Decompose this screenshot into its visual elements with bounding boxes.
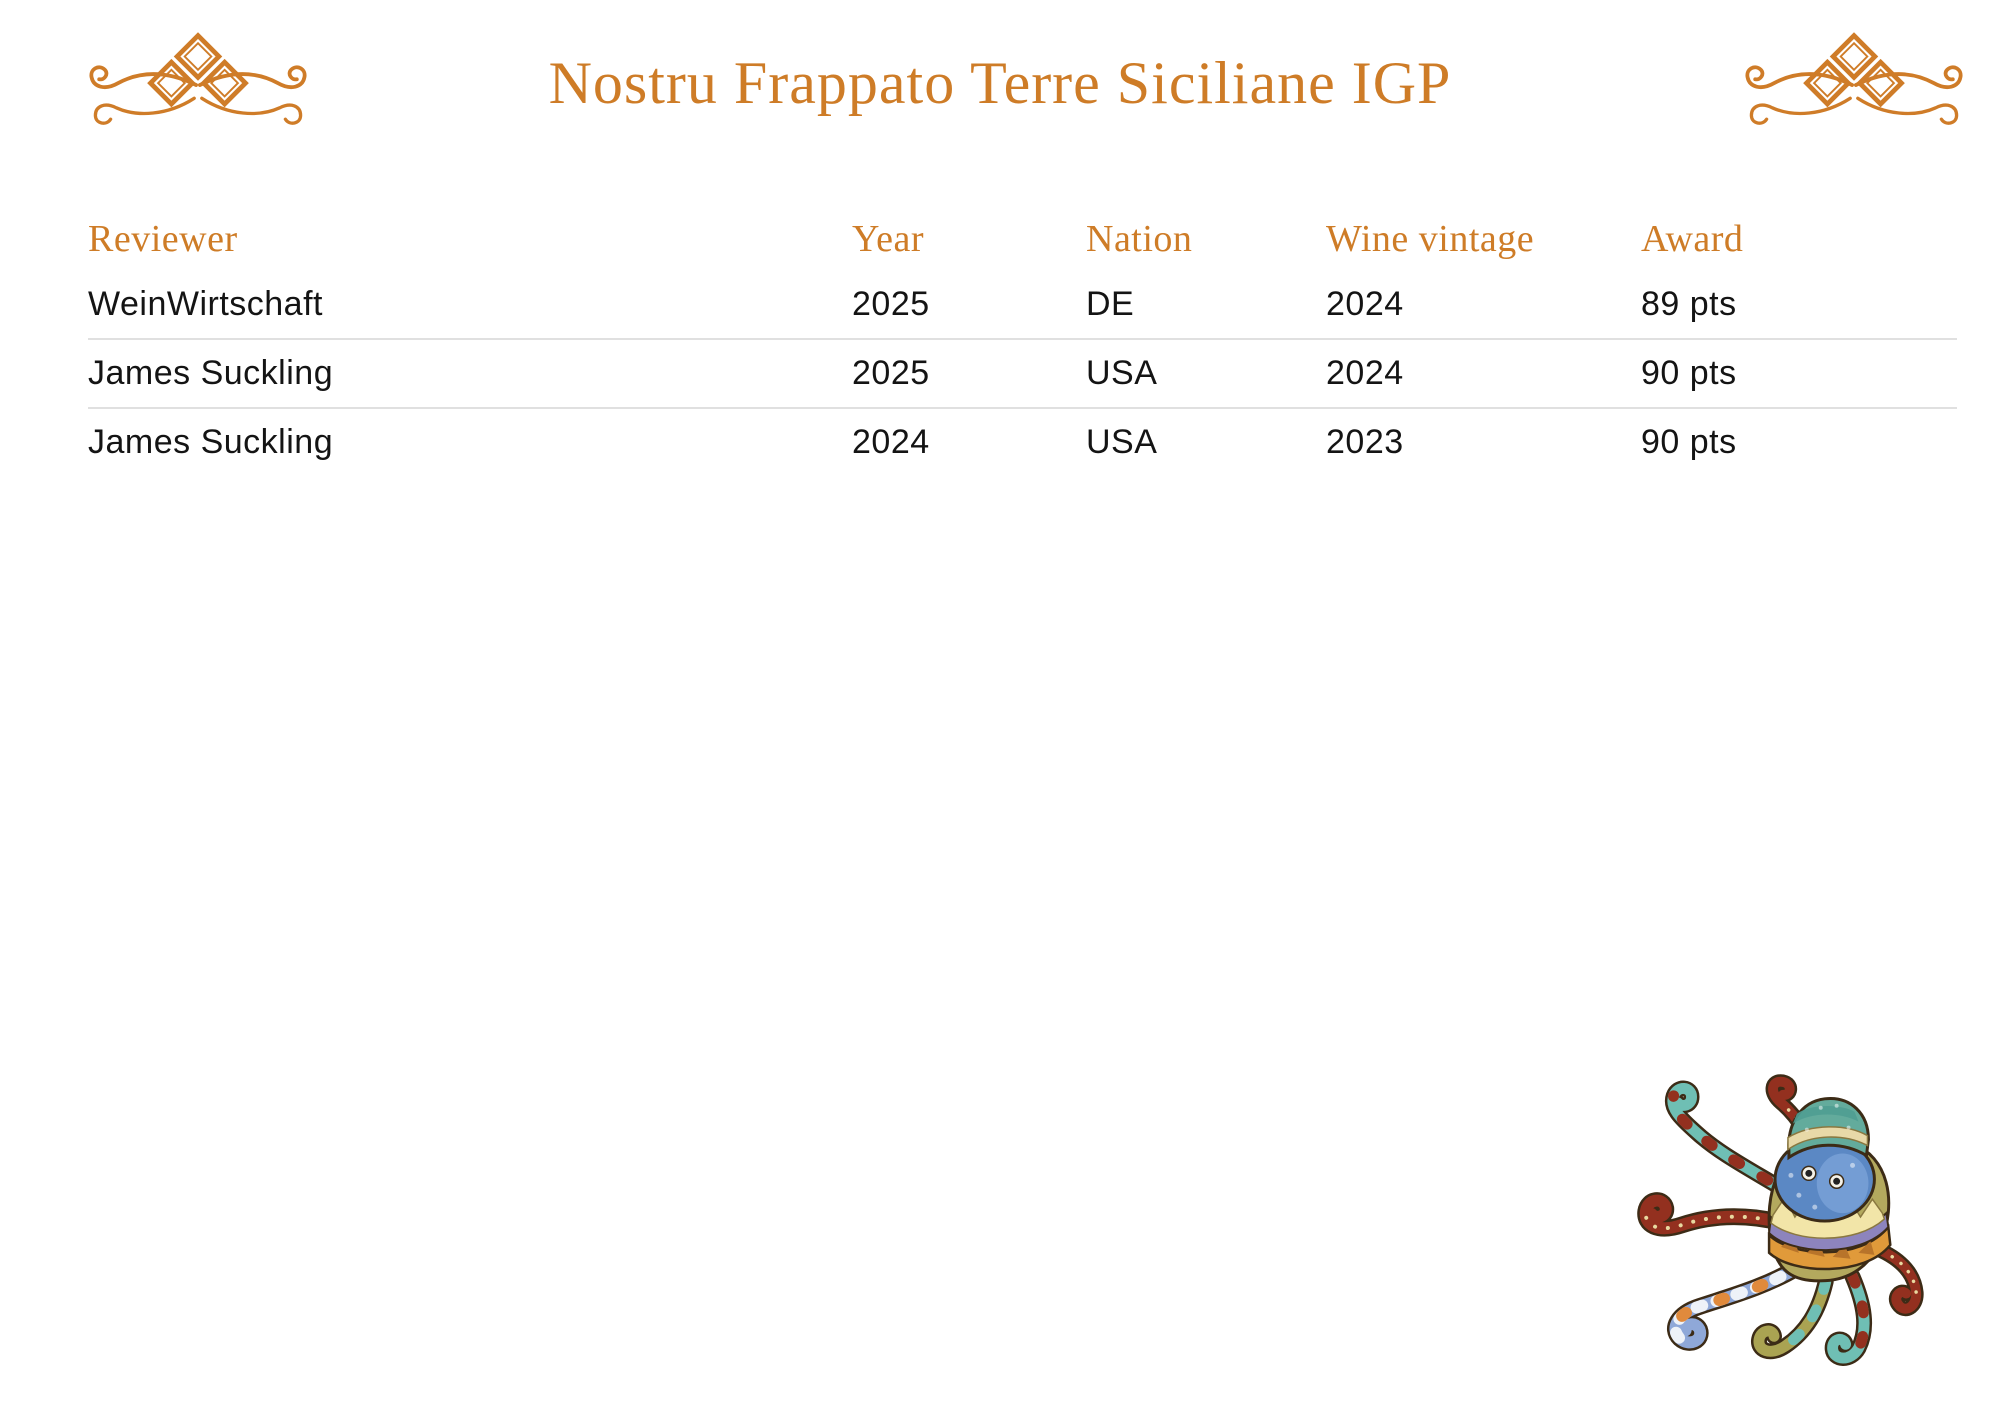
cell-award: 90 pts (1641, 354, 1737, 392)
cell-reviewer: James Suckling (88, 354, 334, 392)
flourish-divider-icon (84, 28, 312, 142)
column-header-award: Award (1641, 218, 1744, 260)
table-row: James Suckling 2025 USA 2024 90 pts (88, 340, 1957, 409)
cell-year: 2025 (852, 285, 930, 323)
column-header-year: Year (852, 218, 925, 260)
cell-award: 90 pts (1641, 423, 1737, 461)
table-row: James Suckling 2024 USA 2023 90 pts (88, 409, 1957, 476)
table-row: WeinWirtschaft 2025 DE 2024 89 pts (88, 271, 1957, 340)
column-header-reviewer: Reviewer (88, 218, 238, 260)
octopus-illustration (1622, 1068, 1940, 1386)
column-header-nation: Nation (1086, 218, 1193, 260)
cell-year: 2024 (852, 423, 930, 461)
column-header-wine-vintage: Wine vintage (1326, 218, 1535, 260)
cell-year: 2025 (852, 354, 930, 392)
cell-reviewer: WeinWirtschaft (88, 285, 323, 323)
cell-nation: USA (1086, 354, 1158, 392)
table-header-row: Reviewer Year Nation Wine vintage Award (88, 195, 1957, 271)
awards-table: Reviewer Year Nation Wine vintage Award … (88, 195, 1957, 476)
flourish-divider-icon (1740, 28, 1968, 142)
cell-award: 89 pts (1641, 285, 1737, 323)
page-title: Nostru Frappato Terre Siciliane IGP (548, 50, 1452, 116)
cell-wine-vintage: 2023 (1326, 423, 1404, 461)
cell-wine-vintage: 2024 (1326, 285, 1404, 323)
cell-wine-vintage: 2024 (1326, 354, 1404, 392)
cell-nation: DE (1086, 285, 1135, 323)
cell-reviewer: James Suckling (88, 423, 334, 461)
cell-nation: USA (1086, 423, 1158, 461)
